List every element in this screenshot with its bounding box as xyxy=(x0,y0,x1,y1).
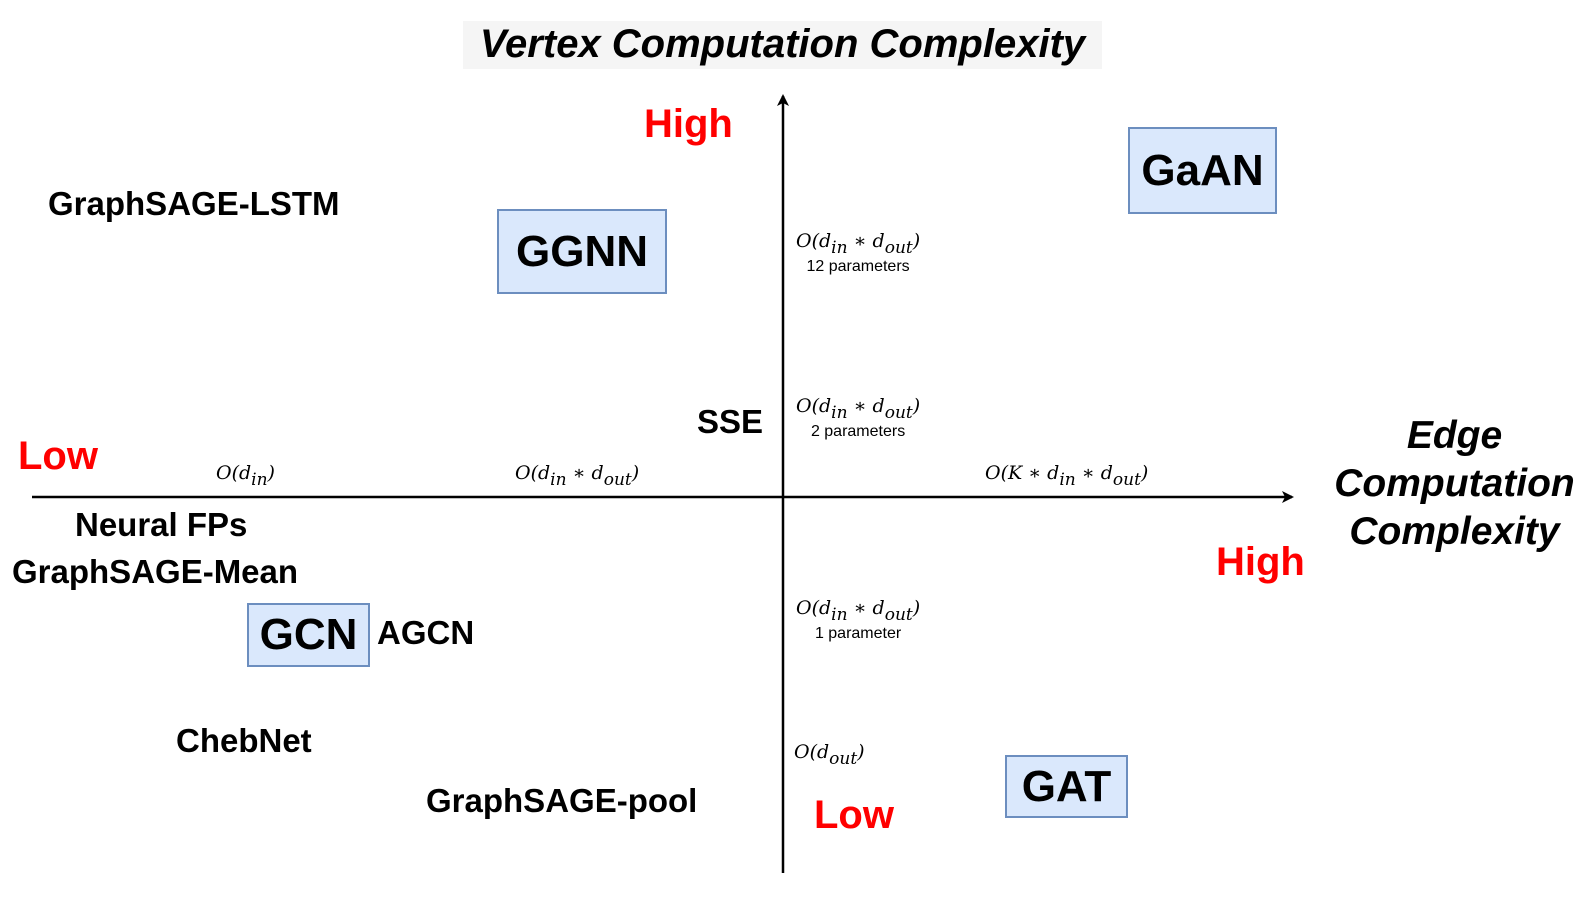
model-gat: GAT xyxy=(1021,761,1112,811)
vertex-complexity-1-note: 1 parameter xyxy=(814,625,902,642)
vertex-complexity-12-formula: O(din ∗ dout) xyxy=(796,230,921,258)
model-sse: SSE xyxy=(697,403,764,440)
vertex-complexity-2-params: O(din ∗ dout) 2 parameters xyxy=(796,395,920,441)
model-graphsage-mean: GraphSAGE-Mean xyxy=(12,553,299,590)
horizontal-high-label: High xyxy=(1216,540,1305,584)
title-background xyxy=(463,21,1102,69)
model-gcn-box: GCN xyxy=(247,603,370,667)
vertex-complexity-d-out: O(dout) xyxy=(794,741,865,769)
edge-complexity-d-in: O(din) xyxy=(216,462,275,490)
model-chebnet: ChebNet xyxy=(176,722,312,759)
vertex-complexity-12-note: 12 parameters xyxy=(806,258,910,275)
vertex-axis-title: Vertex Computation Complexity xyxy=(479,22,1086,66)
edge-complexity-d-in-d-out: O(din ∗ dout) xyxy=(515,462,640,490)
horizontal-low-label: Low xyxy=(18,434,98,478)
model-graphsage-lstm: GraphSAGE-LSTM xyxy=(48,185,340,222)
model-gaan: GaAN xyxy=(1141,145,1264,195)
model-ggnn-box: GGNN xyxy=(497,209,667,294)
vertex-complexity-1-formula: O(din ∗ dout) xyxy=(796,597,921,625)
model-agcn: AGCN xyxy=(377,614,475,651)
model-ggnn: GGNN xyxy=(516,226,648,276)
model-graphsage-pool: GraphSAGE-pool xyxy=(426,782,698,819)
vertex-complexity-2-note: 2 parameters xyxy=(810,423,906,440)
vertex-complexity-2-formula: O(din ∗ dout) xyxy=(796,395,921,423)
model-gaan-box: GaAN xyxy=(1128,127,1277,214)
vertex-complexity-1-param: O(din ∗ dout) 1 parameter xyxy=(796,597,920,643)
model-neural-fps: Neural FPs xyxy=(75,506,248,543)
vertical-high-label: High xyxy=(644,102,733,146)
vertex-complexity-12-params: O(din ∗ dout) 12 parameters xyxy=(796,230,920,276)
vertical-low-label: Low xyxy=(814,793,894,837)
edge-complexity-k-d-in-d-out: O(K ∗ din ∗ dout) xyxy=(985,462,1149,490)
edge-axis-title: Edge Computation Complexity xyxy=(1334,414,1575,553)
model-gcn: GCN xyxy=(259,610,358,659)
model-gat-box: GAT xyxy=(1005,755,1128,818)
